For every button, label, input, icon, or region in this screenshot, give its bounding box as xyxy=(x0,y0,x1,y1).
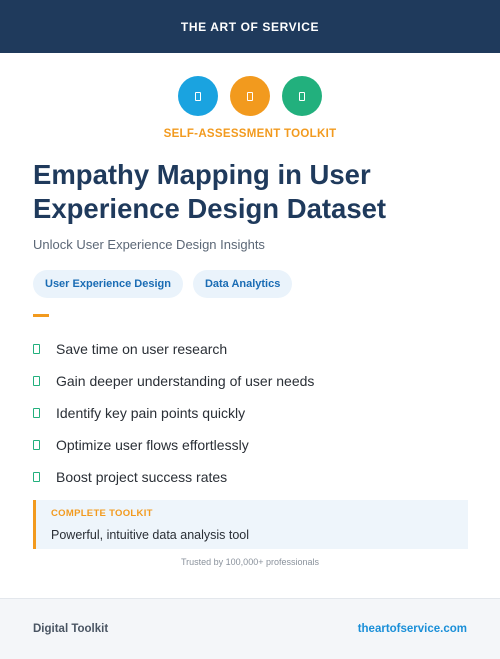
feature-text: Identify key pain points quickly xyxy=(56,405,246,421)
document-icon xyxy=(282,76,322,116)
document-icon xyxy=(230,76,270,116)
feature-item: Boost project success rates xyxy=(33,461,314,493)
feature-text: Gain deeper understanding of user needs xyxy=(56,373,315,389)
eyebrow-label: SELF-ASSESSMENT TOOLKIT xyxy=(163,128,337,140)
feature-text: Optimize user flows effortlessly xyxy=(56,437,249,453)
callout-text: Powerful, intuitive data analysis tool xyxy=(51,528,250,542)
feature-text: Boost project success rates xyxy=(56,469,228,485)
callout-label: COMPLETE TOOLKIT xyxy=(51,508,153,519)
check-icon xyxy=(33,440,40,450)
footer: Digital Toolkit theartofservice.com xyxy=(0,598,500,659)
brand-name: THE ART OF SERVICE xyxy=(180,19,320,34)
page-title: Empathy Mapping in User Experience Desig… xyxy=(33,159,387,224)
subtitle: Unlock User Experience Design Insights xyxy=(33,237,265,252)
feature-item: Identify key pain points quickly xyxy=(33,397,314,429)
feature-item: Optimize user flows effortlessly xyxy=(33,429,314,461)
tag-ux-design[interactable]: User Experience Design xyxy=(33,270,183,298)
website-link[interactable]: theartofservice.com xyxy=(357,623,467,635)
brand-header: THE ART OF SERVICE xyxy=(0,0,500,53)
feature-text: Save time on user research xyxy=(56,341,228,357)
icon-row xyxy=(0,76,500,116)
check-icon xyxy=(33,472,40,482)
toolkit-callout: COMPLETE TOOLKIT Powerful, intuitive dat… xyxy=(33,500,468,549)
check-icon xyxy=(33,376,40,386)
check-icon xyxy=(33,344,40,354)
feature-item: Save time on user research xyxy=(33,333,314,365)
tag-list: User Experience Design Data Analytics xyxy=(33,270,293,298)
feature-item: Gain deeper understanding of user needs xyxy=(33,365,314,397)
accent-divider xyxy=(33,314,49,317)
footer-label: Digital Toolkit xyxy=(33,623,109,635)
document-icon xyxy=(178,76,218,116)
tag-data-analytics[interactable]: Data Analytics xyxy=(192,270,293,298)
check-icon xyxy=(33,408,40,418)
trust-note: Trusted by 100,000+ professionals xyxy=(180,557,319,567)
feature-list: Save time on user research Gain deeper u… xyxy=(33,333,314,493)
